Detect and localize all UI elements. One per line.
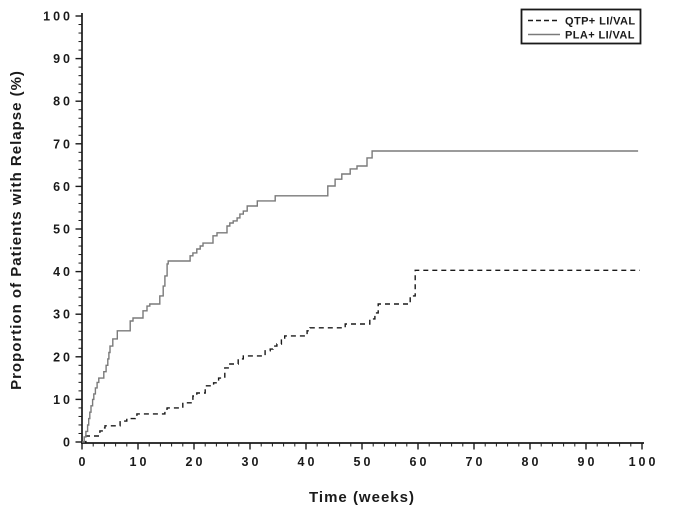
tick-labels-group: 0 10 20 30 40 50 60 70 80 90 100 0 10 20 30 40 50 60 70 80 9… [43,10,659,470]
x-tick-label: 0 [79,455,89,469]
x-axis-title: Time (weeks) [309,489,415,506]
y-tick-label: 70 [53,137,73,151]
y-axis-title: Proportion of Patients with Relapse (%) [8,70,25,390]
y-tick-label: 40 [53,265,73,279]
legend-label-qtp: QTP+ LI/VAL [565,16,636,28]
y-tick-label: 10 [53,393,73,407]
axes-group [81,13,644,444]
y-tick-label: 90 [53,52,73,66]
x-tick-label: 30 [242,455,262,469]
x-tick-label: 70 [466,455,486,469]
y-tick-label: 20 [53,350,73,364]
legend-box [520,8,642,45]
y-tick-label: 60 [53,180,73,194]
x-tick-label: 20 [186,455,206,469]
x-tick-label: 50 [354,455,374,469]
series-qtp-dashed-line [82,269,640,443]
x-tick-label: 90 [578,455,598,469]
x-tick-label: 10 [130,455,150,469]
x-tick-label: 80 [522,455,542,469]
ticks-group [75,15,643,450]
y-tick-label: 100 [43,10,73,24]
legend: QTP+ LI/VAL PLA+ LI/VAL [520,8,642,45]
x-tick-label: 60 [410,455,430,469]
legend-label-pla: PLA+ LI/VAL [565,30,635,42]
x-tick-label: 40 [298,455,318,469]
y-tick-label: 0 [63,436,73,450]
x-tick-label: 100 [629,455,659,469]
y-tick-label: 50 [53,223,73,237]
series-pla-solid-line [82,150,639,443]
y-tick-label: 30 [53,308,73,322]
y-tick-label: 80 [53,95,73,109]
